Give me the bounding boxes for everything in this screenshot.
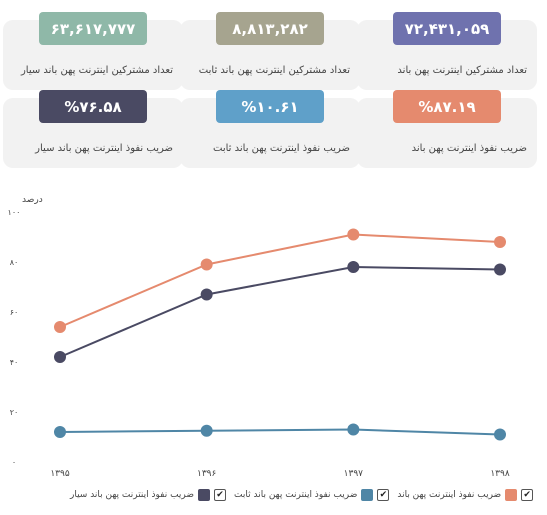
card-value: ۷۲,۴۳۱,۰۵۹ bbox=[393, 12, 501, 45]
checkbox-icon[interactable]: ✔ bbox=[521, 489, 534, 501]
x-tick-label: ۱۳۹۷ bbox=[344, 469, 364, 479]
card-label: تعداد مشترکین اینترنت پهن باند سیار bbox=[20, 65, 173, 76]
card-mobile-broadband-subscribers: ۶۳,۶۱۷,۷۷۷ تعداد مشترکین اینترنت پهن بان… bbox=[3, 12, 183, 90]
x-tick-label: ۱۳۹۸ bbox=[490, 469, 510, 479]
chart-legend: ✔ ضریب نفوذ اینترنت پهن باند ✔ ضریب نفوذ… bbox=[70, 489, 534, 501]
data-point[interactable] bbox=[200, 424, 213, 437]
data-point[interactable] bbox=[347, 228, 360, 241]
card-label: تعداد مشترکین اینترنت پهن باند bbox=[397, 65, 527, 76]
card-value: ۶۳,۶۱۷,۷۷۷ bbox=[39, 12, 147, 45]
series-line bbox=[59, 428, 501, 436]
card-value: %۷۶.۵۸ bbox=[39, 90, 147, 123]
data-point[interactable] bbox=[200, 258, 213, 271]
card-value: %۸۷.۱۹ bbox=[393, 90, 501, 123]
y-tick-label: ۲۰ bbox=[10, 408, 19, 417]
card-label: ضریب نفوذ اینترنت پهن باند سیار bbox=[35, 143, 173, 154]
data-point[interactable] bbox=[54, 321, 66, 333]
data-point[interactable] bbox=[494, 428, 506, 441]
card-value: %۱۰.۶۱ bbox=[216, 90, 324, 123]
card-mobile-broadband-penetration: %۷۶.۵۸ ضریب نفوذ اینترنت پهن باند سیار bbox=[3, 90, 183, 168]
card-fixed-broadband-subscribers: ۸,۸۱۳,۲۸۲ تعداد مشترکین اینترنت پهن باند… bbox=[180, 12, 360, 90]
legend-label: ضریب نفوذ اینترنت پهن باند سیار bbox=[70, 490, 195, 500]
x-tick-label: ۱۳۹۶ bbox=[197, 469, 217, 479]
card-value: ۸,۸۱۳,۲۸۲ bbox=[216, 12, 324, 45]
card-label: ضریب نفوذ اینترنت پهن باند ثابت bbox=[213, 143, 350, 154]
legend-swatch bbox=[198, 489, 211, 501]
data-point[interactable] bbox=[494, 236, 506, 248]
legend-item-broadband[interactable]: ✔ ضریب نفوذ اینترنت پهن باند bbox=[397, 489, 534, 501]
legend-swatch bbox=[505, 489, 518, 501]
data-point[interactable] bbox=[54, 351, 66, 363]
card-broadband-subscribers: ۷۲,۴۳۱,۰۵۹ تعداد مشترکین اینترنت پهن بان… bbox=[357, 12, 537, 90]
penetration-line-chart: درصد ۰ ۲۰ ۴۰ ۶۰ ۸۰ ۱۰۰ ۱۳۹۵ ۱۳۹۶ ۱۳۹۷ ۱۳۹۸ bbox=[8, 195, 510, 479]
y-axis-label: درصد bbox=[22, 195, 43, 205]
legend-item-fixed-broadband[interactable]: ✔ ضریب نفوذ اینترنت پهن باند ثابت bbox=[234, 489, 390, 501]
y-tick-label: ۸۰ bbox=[10, 258, 19, 267]
data-point[interactable] bbox=[347, 423, 360, 436]
card-label: تعداد مشترکین اینترنت پهن باند ثابت bbox=[198, 65, 350, 76]
y-tick-label: ۴۰ bbox=[10, 358, 19, 367]
card-fixed-broadband-penetration: %۱۰.۶۱ ضریب نفوذ اینترنت پهن باند ثابت bbox=[180, 90, 360, 168]
data-point[interactable] bbox=[200, 288, 213, 301]
card-broadband-penetration: %۸۷.۱۹ ضریب نفوذ اینترنت پهن باند bbox=[357, 90, 537, 168]
series-line bbox=[59, 265, 501, 358]
card-label: ضریب نفوذ اینترنت پهن باند bbox=[411, 143, 527, 154]
legend-label: ضریب نفوذ اینترنت پهن باند ثابت bbox=[234, 490, 358, 500]
legend-swatch bbox=[361, 489, 374, 501]
y-tick-label: ۶۰ bbox=[10, 308, 19, 317]
series-line bbox=[59, 233, 501, 328]
y-tick-label: ۰ bbox=[12, 458, 16, 467]
legend-item-mobile-broadband[interactable]: ✔ ضریب نفوذ اینترنت پهن باند سیار bbox=[70, 489, 227, 501]
checkbox-icon[interactable]: ✔ bbox=[377, 489, 390, 501]
data-point[interactable] bbox=[347, 261, 360, 273]
y-tick-label: ۱۰۰ bbox=[8, 208, 21, 217]
data-point[interactable] bbox=[54, 426, 66, 438]
data-point[interactable] bbox=[494, 263, 506, 276]
legend-label: ضریب نفوذ اینترنت پهن باند bbox=[397, 490, 502, 500]
x-tick-label: ۱۳۹۵ bbox=[50, 469, 70, 479]
checkbox-icon[interactable]: ✔ bbox=[214, 489, 227, 501]
